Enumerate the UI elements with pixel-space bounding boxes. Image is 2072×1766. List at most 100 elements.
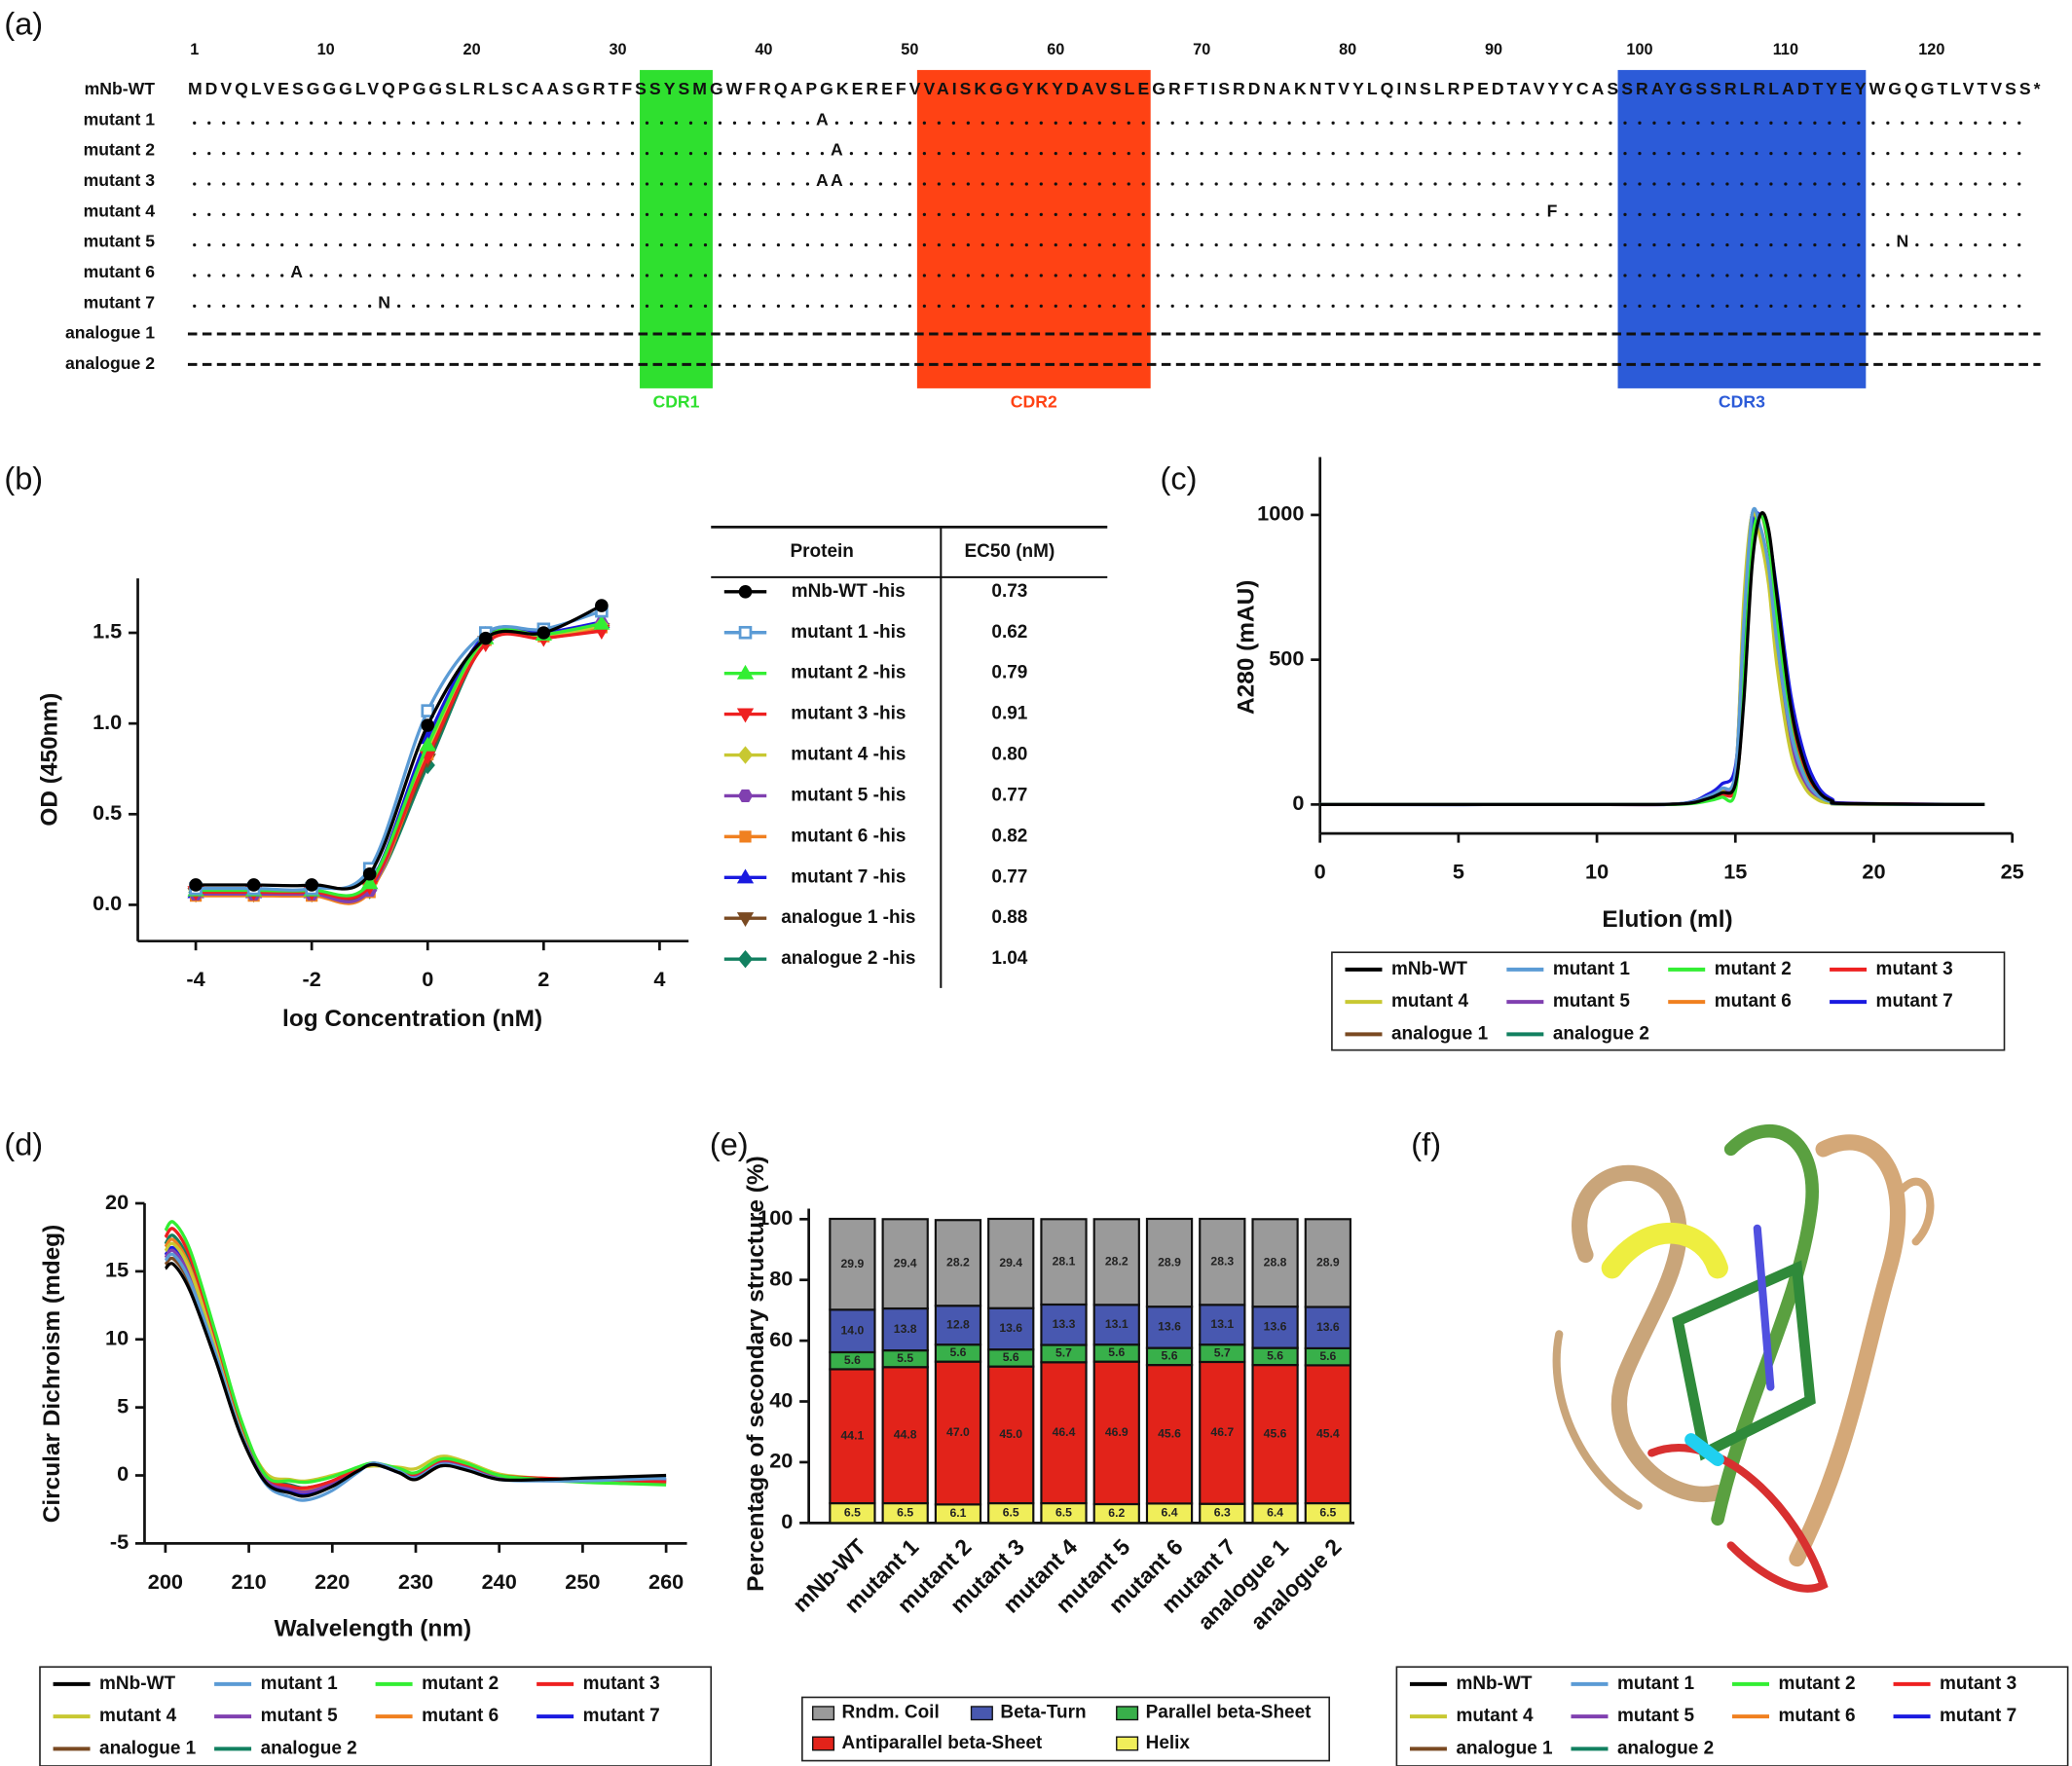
- legend-label: mutant 2: [1779, 1674, 1856, 1694]
- marker: [736, 912, 755, 928]
- legend-label: mutant 6: [422, 1706, 499, 1726]
- row-name: mutant 3: [84, 170, 156, 190]
- marker: [736, 708, 755, 723]
- ec50-value: 0.77: [991, 866, 1027, 887]
- segment-label: 6.5: [897, 1505, 913, 1519]
- bar-segment: [1251, 1218, 1299, 1308]
- marker: [737, 746, 754, 764]
- panel-label: (e): [710, 1126, 749, 1161]
- segment-label: 6.3: [1214, 1506, 1231, 1520]
- legend-label: Helix: [1146, 1733, 1191, 1753]
- row-name: analogue 1: [65, 323, 155, 343]
- series-line: [196, 622, 603, 903]
- series-line: [1319, 510, 1985, 807]
- series-line: [1319, 512, 1985, 807]
- marker: [595, 599, 609, 612]
- legend-label: mutant 2: [422, 1674, 499, 1694]
- position-number: 20: [463, 41, 481, 58]
- legend-label: mNb-WT -his: [792, 581, 906, 602]
- legend-label: mutant 7: [583, 1706, 660, 1726]
- y-tick-label: 5: [117, 1393, 129, 1417]
- segment-label: 5.7: [1055, 1346, 1072, 1360]
- bar-segment: [1145, 1217, 1194, 1308]
- ribbon: [1684, 1433, 1724, 1467]
- mutation-bg: [377, 292, 391, 314]
- segment-label: 29.4: [999, 1256, 1022, 1269]
- y-tick-label: 20: [769, 1449, 793, 1473]
- y-tick-label: 500: [1269, 645, 1304, 670]
- position-number: 50: [901, 41, 918, 58]
- ec50-value: 0.62: [991, 622, 1027, 643]
- x-axis-label: Walvelength (nm): [275, 1616, 471, 1642]
- legend-label: mNb-WT: [99, 1674, 175, 1694]
- bar-segment: [987, 1365, 1035, 1505]
- sequence: MDVQLVESGGGLVQPGGSLRLSCAASGRTFSSYSMGWFRQ…: [188, 79, 2041, 98]
- ribbon: [1672, 1260, 1816, 1461]
- series-line: [1319, 513, 1985, 807]
- position-number: 70: [1193, 41, 1210, 58]
- marker: [421, 704, 435, 717]
- ribbon: [1601, 1222, 1728, 1279]
- y-tick-label: 20: [105, 1190, 129, 1214]
- panel-label: (c): [1161, 460, 1198, 496]
- series-line: [196, 609, 603, 892]
- ec50-value: 0.82: [991, 826, 1027, 846]
- row-name: mutant 5: [84, 232, 156, 251]
- series-line: [164, 1262, 667, 1498]
- mutation: A: [816, 170, 829, 190]
- legend-label: mutant 5: [1553, 991, 1631, 1012]
- series-line: [164, 1256, 667, 1496]
- x-tick-label: 4: [653, 967, 665, 991]
- bar-segment: [829, 1217, 876, 1311]
- cdr-box: [1617, 69, 1867, 388]
- segment-label: 46.9: [1105, 1425, 1128, 1439]
- legend-label: analogue 1: [1456, 1738, 1553, 1758]
- segment-label: 6.4: [1162, 1506, 1178, 1520]
- ec50-value: 0.73: [991, 581, 1027, 602]
- bar-segment: [1304, 1364, 1351, 1505]
- segment-label: 12.8: [946, 1317, 970, 1331]
- mutation: N: [1896, 232, 1908, 251]
- legend-label: mutant 3: [1940, 1674, 2016, 1694]
- legend-label: analogue 2: [1617, 1738, 1714, 1758]
- mutation: A: [816, 109, 829, 129]
- series-line: [164, 1227, 667, 1490]
- marker: [361, 874, 379, 890]
- x-tick-label: 0: [422, 967, 433, 991]
- series-line: [196, 622, 603, 898]
- marker: [305, 878, 318, 892]
- bar-segment: [1251, 1363, 1299, 1505]
- x-tick-label: 0: [1314, 860, 1326, 884]
- series-line: [196, 627, 603, 901]
- segment-label: 5.6: [1108, 1345, 1125, 1359]
- y-axis-label: Percentage of secondary structure (%): [743, 1156, 769, 1592]
- bar-segment: [934, 1360, 982, 1506]
- series-line: [1319, 513, 1985, 807]
- position-number: 100: [1626, 41, 1652, 58]
- mutation: F: [1547, 201, 1558, 220]
- row-name: mutant 6: [84, 262, 156, 281]
- y-tick-label: 1.5: [92, 619, 122, 644]
- segment-label: 14.0: [841, 1323, 865, 1337]
- y-tick-label: 0: [117, 1461, 129, 1486]
- marker: [738, 585, 753, 599]
- mutation: N: [378, 292, 390, 312]
- legend-label: mutant 5: [261, 1706, 339, 1726]
- segment-label: 28.1: [1053, 1254, 1076, 1268]
- segment-label: 28.8: [1264, 1255, 1287, 1269]
- ribbon: [1789, 1134, 1906, 1567]
- marker: [736, 664, 755, 680]
- legend-label: mutant 7 -his: [791, 866, 906, 887]
- y-tick-label: 15: [105, 1258, 129, 1282]
- table-header: EC50 (nM): [964, 541, 1054, 562]
- segment-label: 46.4: [1053, 1425, 1076, 1439]
- segment-label: 6.5: [1003, 1505, 1019, 1519]
- ribbon: [1572, 1164, 1726, 1502]
- y-axis-label: A280 (mAU): [1234, 580, 1260, 715]
- ec50-value: 0.91: [991, 704, 1027, 724]
- x-tick-label: 240: [482, 1569, 517, 1594]
- position-number: 10: [317, 41, 335, 58]
- position-number: 1: [190, 41, 199, 58]
- mutation-bg: [815, 170, 830, 193]
- mutation-bg: [1545, 201, 1559, 223]
